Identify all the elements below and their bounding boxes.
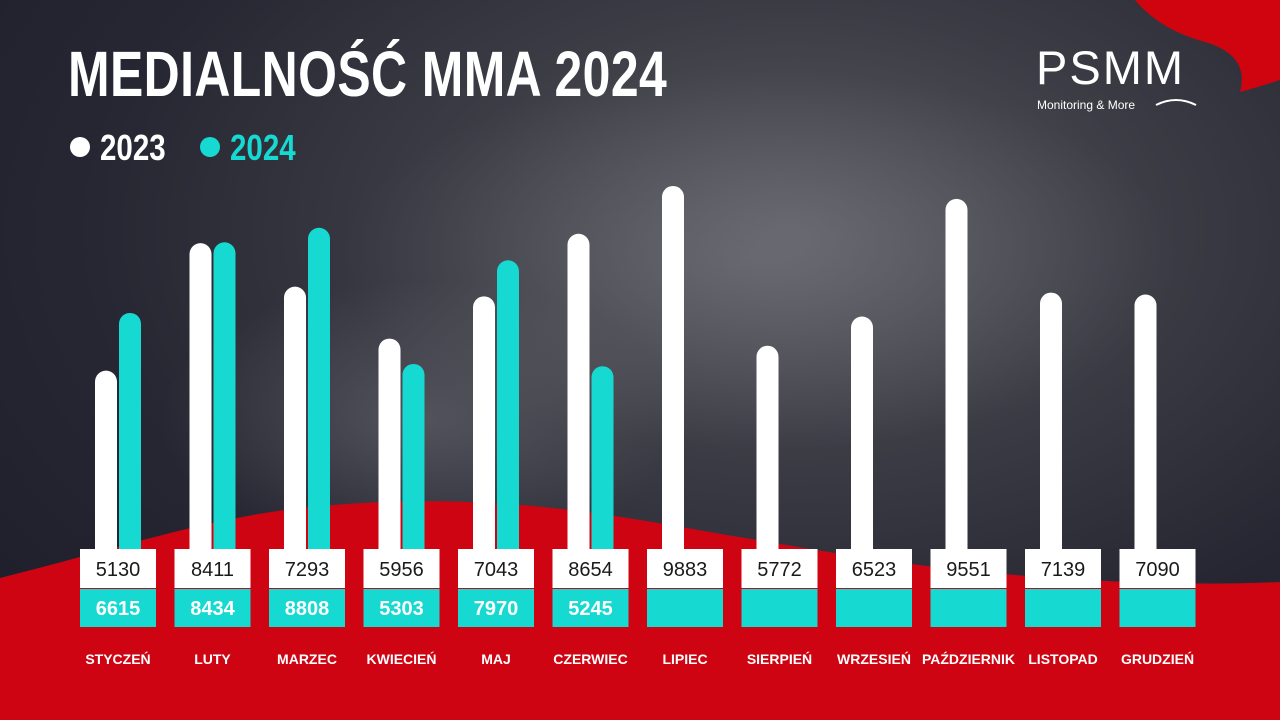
value-box-2023 [1025,549,1101,588]
bar-2024-6 [591,366,614,580]
month-label: MARZEC [277,651,337,667]
value-box-2024 [1025,589,1101,627]
bar-2023-11 [1040,292,1062,580]
bar-2023-1 [95,370,117,580]
value-box-2023 [269,549,345,588]
value-box-2023 [836,549,912,588]
psmm-logo: PSMM Monitoring & More [1036,42,1206,118]
data-label-2023: 7293 [285,559,330,581]
month-label: LUTY [194,651,231,667]
month-label: SIERPIEŃ [747,651,812,667]
legend-label-2024: 2024 [230,127,296,168]
bar-2024-2 [213,242,236,580]
month-label: PAŹDZIERNIK [922,651,1015,667]
data-label-2023: 7090 [1135,559,1180,581]
value-box-2024 [741,589,818,627]
value-box-2023 [80,549,156,588]
bar-2023-10 [945,198,968,580]
month-label: KWIECIEŃ [367,651,437,667]
value-box-2024 [458,589,534,627]
value-box-2024 [836,589,912,627]
bar-2023-5 [473,296,495,580]
value-box-2024 [647,589,723,627]
value-box-2023 [930,549,1007,588]
data-label-2023: 7139 [1041,559,1086,581]
month-label: CZERWIEC [553,651,627,667]
bar-2023-12 [1134,294,1157,580]
value-box-2024 [1119,589,1196,627]
month-label: LIPIEC [662,651,707,667]
bar-2023-3 [284,286,306,580]
logo-wordmark: PSMM [1036,41,1185,94]
bar-2023-8 [756,345,779,580]
bar-2023-2 [189,243,212,580]
bar-2023-4 [378,338,401,580]
data-label-2023: 5130 [96,559,141,581]
bar-2023-6 [567,233,590,580]
value-box-2024 [80,589,156,627]
value-box-2024 [552,589,629,627]
data-label-2024: 5245 [568,598,613,620]
data-label-2023: 8411 [191,559,234,581]
value-box-2023 [647,549,723,588]
logo-swoosh-icon [1155,99,1197,106]
value-box-2024 [363,589,440,627]
month-label: MAJ [481,651,511,667]
bar-2024-1 [119,312,141,580]
data-label-2024: 5303 [379,598,424,620]
data-label-2023: 9551 [946,559,991,581]
value-box-2024 [269,589,345,627]
value-box-2023 [552,549,629,588]
data-label-2023: 6523 [852,559,897,581]
bar-2024-4 [402,363,425,580]
legend-label-2023: 2023 [100,127,166,168]
month-label: LISTOPAD [1028,651,1098,667]
month-label: WRZESIEŃ [837,651,911,667]
data-label-2024: 7970 [474,598,519,620]
value-box-2023 [1119,549,1196,588]
value-box-2023 [458,549,534,588]
legend-dot-2023 [70,137,90,157]
data-label-2023: 5772 [757,559,802,581]
chart-title: MEDIALNOŚĆ MMA 2024 [68,38,668,110]
bar-2024-3 [308,227,330,581]
data-label-2024: 6615 [96,598,141,620]
data-label-2023: 9883 [663,559,708,581]
value-box-2023 [174,549,251,588]
logo-tagline: Monitoring & More [1037,98,1136,112]
bar-2023-7 [662,185,684,580]
value-box-2023 [363,549,440,588]
data-label-2024: 8808 [285,598,330,620]
bar-2024-5 [497,260,519,580]
value-box-2023 [741,549,818,588]
data-label-2023: 7043 [474,559,519,581]
month-label: GRUDZIEŃ [1121,651,1194,667]
data-label-2024: 8434 [190,598,235,620]
month-label: STYCZEŃ [85,651,150,667]
value-box-2024 [174,589,251,627]
data-label-2023: 5956 [379,559,424,581]
legend-dot-2024 [200,137,220,157]
data-label-2023: 8654 [568,559,613,581]
value-box-2024 [930,589,1007,627]
bar-2023-9 [851,316,873,580]
